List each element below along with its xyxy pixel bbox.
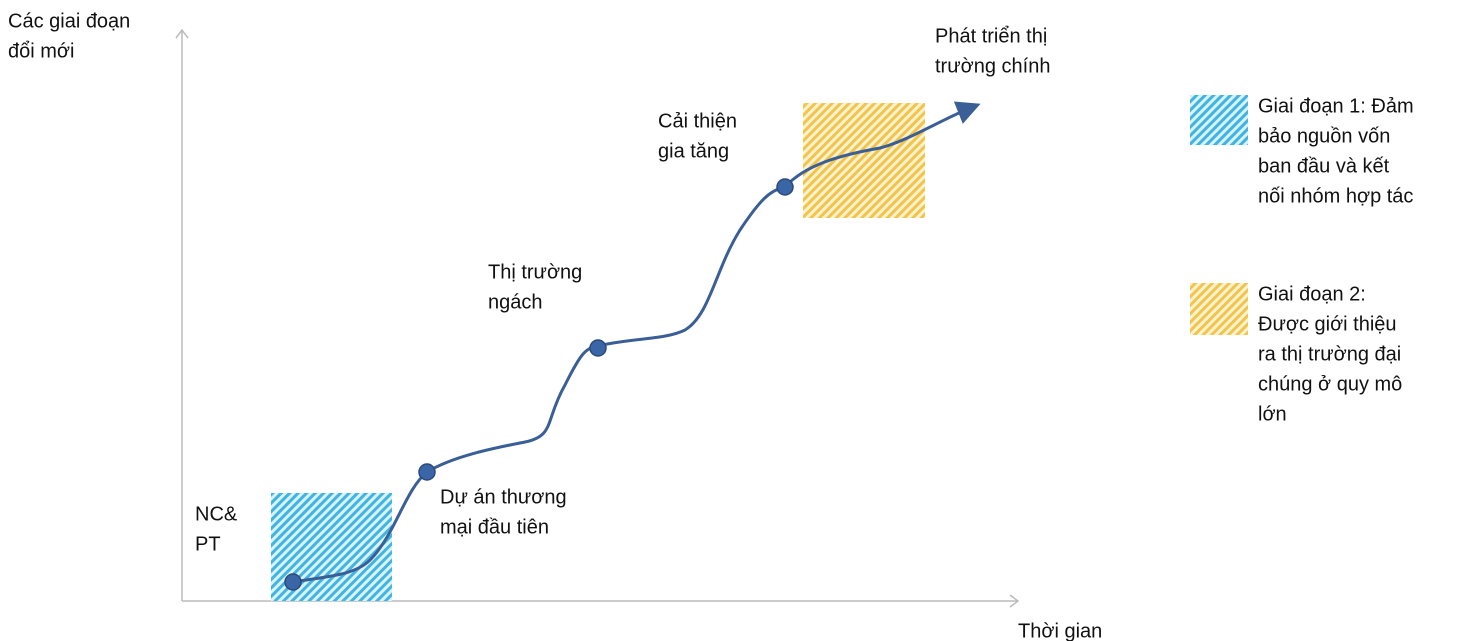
stage-label: PT — [195, 533, 221, 555]
y-axis-label: đổi mới — [8, 40, 74, 62]
legend-label: chúng ở quy mô — [1258, 373, 1402, 395]
legend-label: bảo nguồn vốn — [1258, 125, 1390, 147]
stage-dots — [284, 178, 794, 591]
legend-swatch-2 — [1190, 283, 1248, 335]
legend-label: Giai đoạn 1: Đảm — [1258, 95, 1414, 117]
stage-label: Cải thiện — [658, 110, 737, 132]
stage-label: Thị trường — [488, 261, 582, 283]
labels: Các giai đoạn đổi mới Thời gian NC&PT Dự án … — [8, 10, 1414, 641]
stage-label: trường chính — [935, 55, 1050, 77]
x-axis-label: Thời gian — [1018, 620, 1102, 641]
stage-label: Phát triển thị — [935, 25, 1047, 47]
stage-label: ngách — [488, 291, 543, 313]
phase-2-box — [803, 103, 925, 218]
legend-swatch-1 — [1190, 95, 1248, 145]
legend-label: Được giới thiệu — [1258, 313, 1397, 335]
legend-label: nối nhóm hợp tác — [1258, 185, 1413, 207]
legend-label: Giai đoạn 2: — [1258, 283, 1366, 305]
stage-label: gia tăng — [658, 140, 729, 162]
stage-label: Dự án thương — [440, 486, 567, 508]
legend-label: lớn — [1258, 403, 1287, 425]
y-axis-label: Các giai đoạn — [8, 10, 130, 32]
legend-label: ban đầu và kết — [1258, 155, 1390, 177]
legend-label: ra thị trường đại — [1258, 343, 1401, 365]
stage-label: mại đầu tiên — [440, 516, 549, 538]
stage-label: NC& — [195, 503, 238, 525]
